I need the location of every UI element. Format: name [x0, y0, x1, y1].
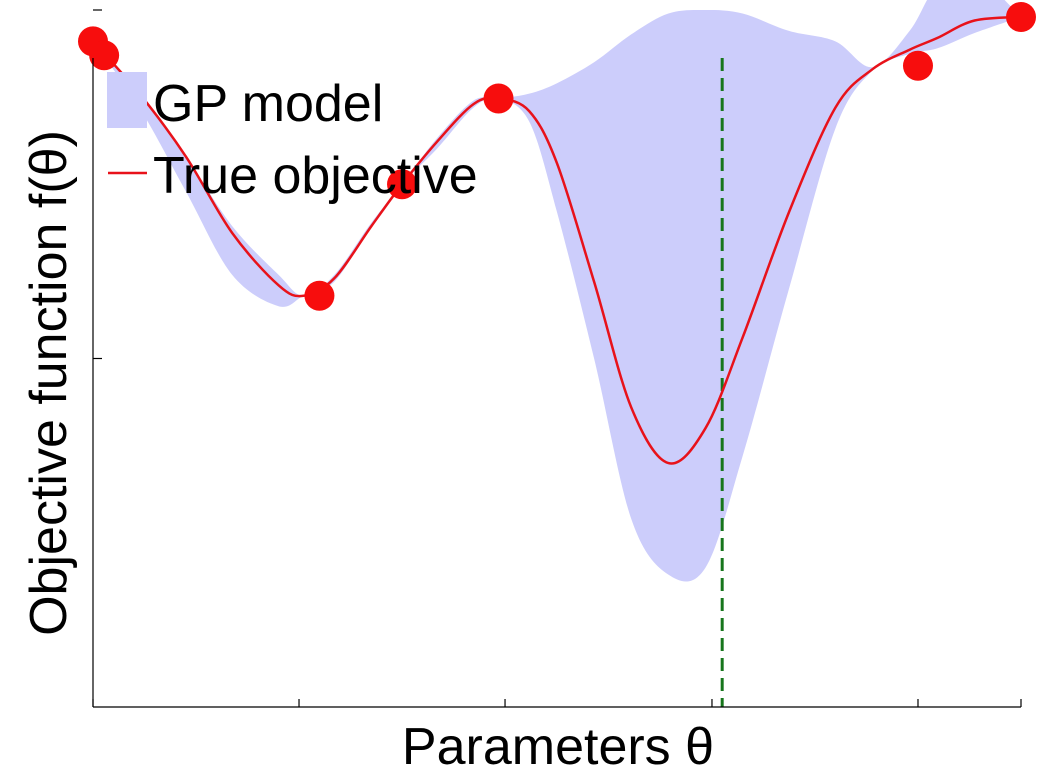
gp-model-band: [93, 0, 1021, 582]
observation-point: [304, 280, 335, 311]
x-axis-title: Parameters θ: [402, 718, 714, 776]
observation-point: [1006, 1, 1036, 32]
y-axis-title: Objective function f(θ): [20, 130, 78, 636]
true-objective-line: [92, 15, 1022, 465]
plot-area: [78, 0, 1036, 707]
legend: GP model True objective: [107, 72, 478, 205]
observation-point: [902, 50, 933, 81]
axes: [92, 9, 1022, 708]
observation-point: [483, 83, 514, 114]
legend-label-gp-model: GP model: [153, 75, 383, 133]
observation-point: [89, 40, 120, 71]
legend-swatch-gp-model: [107, 72, 147, 128]
observation-point: [387, 169, 418, 200]
legend-label-true-objective: True objective: [153, 147, 478, 205]
